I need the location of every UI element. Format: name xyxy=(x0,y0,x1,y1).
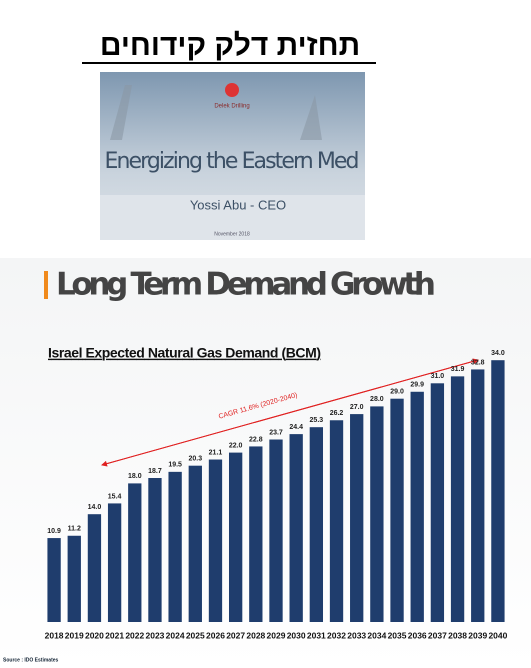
slide-footer-band xyxy=(100,195,365,240)
value-label: 20.3 xyxy=(188,456,202,463)
bar xyxy=(430,383,445,622)
value-label: 18.0 xyxy=(128,473,142,480)
x-tick-label: 2020 xyxy=(85,630,104,640)
x-tick-label: 2026 xyxy=(206,630,225,640)
bar xyxy=(249,446,263,622)
bar xyxy=(289,434,303,622)
x-tick-label: 2040 xyxy=(488,630,507,640)
value-label: 34.0 xyxy=(491,350,505,357)
bar xyxy=(410,391,424,622)
x-tick-label: 2029 xyxy=(267,630,286,640)
bar xyxy=(128,483,142,622)
trend-arrow xyxy=(101,358,479,466)
value-label: 15.4 xyxy=(108,493,122,500)
value-label: 29.9 xyxy=(410,382,424,389)
bar xyxy=(329,420,344,622)
x-tick-label: 2030 xyxy=(287,630,306,640)
x-tick-label: 2021 xyxy=(105,630,124,640)
value-label: 29.0 xyxy=(390,389,404,396)
logo-text: Delek Drilling xyxy=(214,104,249,110)
bar xyxy=(47,538,61,622)
bar xyxy=(471,369,485,622)
value-label: 22.8 xyxy=(249,436,263,443)
x-tick-label: 2038 xyxy=(448,630,467,640)
bar xyxy=(168,471,182,622)
value-label: 23.7 xyxy=(269,429,283,436)
value-label: 14.0 xyxy=(88,504,102,511)
bar xyxy=(309,427,324,622)
value-label: 31.9 xyxy=(451,366,465,373)
value-label: 27.0 xyxy=(350,404,364,411)
bar xyxy=(390,398,404,622)
value-label: 10.9 xyxy=(47,528,61,535)
value-label: 31.0 xyxy=(431,373,445,380)
bar xyxy=(148,478,162,622)
value-label: 24.4 xyxy=(289,424,303,431)
value-label: 25.3 xyxy=(310,417,324,424)
title-accent xyxy=(44,271,48,299)
bar xyxy=(450,376,465,622)
bar xyxy=(188,465,202,622)
slide-image-title: Energizing the Eastern Med xyxy=(105,149,360,174)
slide-title: Long Term Demand Growth xyxy=(56,267,436,303)
bar xyxy=(67,535,81,622)
logo xyxy=(225,83,239,97)
bar xyxy=(370,406,384,622)
bar xyxy=(350,414,364,622)
x-tick-label: 2024 xyxy=(166,630,185,640)
x-tick-label: 2037 xyxy=(428,630,447,640)
value-label: 18.7 xyxy=(148,468,162,475)
bar xyxy=(491,360,505,622)
x-tick-label: 2019 xyxy=(65,630,84,640)
bar xyxy=(87,514,102,622)
presenter: Yossi Abu - CEO xyxy=(190,197,286,212)
x-tick-label: 2023 xyxy=(145,630,164,640)
page-title: תחזית דלק קידוחים xyxy=(100,29,360,62)
x-tick-label: 2025 xyxy=(186,630,205,640)
x-tick-label: 2022 xyxy=(125,630,144,640)
x-tick-label: 2028 xyxy=(246,630,265,640)
bar xyxy=(228,452,243,622)
value-label: 11.2 xyxy=(68,526,81,533)
bar xyxy=(208,459,223,622)
x-tick-label: 2031 xyxy=(307,630,326,640)
value-label: 32.8 xyxy=(471,359,485,366)
x-tick-label: 2032 xyxy=(327,630,346,640)
x-tick-label: 2039 xyxy=(468,630,487,640)
x-tick-label: 2027 xyxy=(226,630,245,640)
source-note: Source : IDO Estimates xyxy=(3,657,59,663)
x-tick-label: 2034 xyxy=(367,630,386,640)
x-tick-label: 2033 xyxy=(347,630,366,640)
x-tick-label: 2036 xyxy=(408,630,427,640)
bar xyxy=(107,503,122,622)
value-label: 28.0 xyxy=(370,396,384,403)
chart-title: Israel Expected Natural Gas Demand (BCM) xyxy=(48,345,321,361)
bar xyxy=(269,439,283,622)
x-tick-label: 2018 xyxy=(45,630,64,640)
value-label: 26.2 xyxy=(330,410,344,417)
value-label: 19.5 xyxy=(168,462,182,469)
value-label: 22.0 xyxy=(229,442,243,449)
value-label: 21.1 xyxy=(209,449,223,456)
x-tick-label: 2035 xyxy=(388,630,407,640)
slide-date: November 2018 xyxy=(214,231,250,237)
